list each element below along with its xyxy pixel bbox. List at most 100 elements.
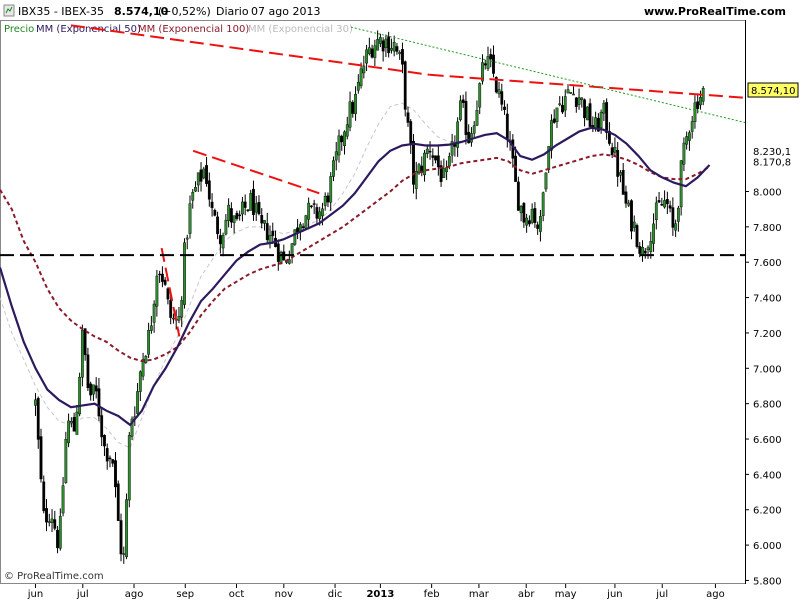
candle-body bbox=[574, 97, 578, 107]
candle-body bbox=[594, 117, 598, 129]
x-axis: jun jul ago sep oct nov dic 2013 feb mar abr may jun… bbox=[27, 584, 725, 600]
candle-body bbox=[373, 45, 377, 58]
candle-body bbox=[635, 225, 639, 247]
candle-body bbox=[141, 359, 145, 377]
candle-body bbox=[191, 192, 195, 201]
candle-body bbox=[343, 131, 346, 146]
candle-body bbox=[456, 121, 460, 148]
candle-body bbox=[304, 215, 308, 229]
candle-body bbox=[665, 199, 669, 205]
candle-body bbox=[111, 459, 115, 464]
candle-body bbox=[425, 148, 429, 154]
candle-body bbox=[370, 48, 374, 58]
candle-body bbox=[387, 36, 391, 54]
candle-body bbox=[359, 68, 363, 87]
candle-body bbox=[356, 82, 360, 91]
y-tick-label: 6.000 bbox=[753, 541, 782, 552]
candle-body bbox=[483, 63, 487, 66]
candles-layer bbox=[34, 30, 705, 564]
x-tick-label: jun bbox=[606, 589, 622, 600]
candle-body bbox=[271, 230, 275, 236]
candle-body bbox=[478, 83, 482, 108]
candle-body bbox=[395, 46, 399, 52]
candle-body bbox=[340, 135, 344, 143]
candle-body bbox=[287, 259, 291, 264]
candle-body bbox=[89, 383, 93, 396]
candle-body bbox=[205, 165, 208, 185]
y-tick-label: 6.200 bbox=[753, 506, 782, 517]
header-date: 07 ago 2013 bbox=[251, 5, 320, 18]
header-change: (+0,52%) bbox=[158, 5, 211, 18]
candle-body bbox=[80, 330, 84, 378]
candle-body bbox=[376, 39, 380, 51]
candle-body bbox=[406, 112, 410, 123]
candle-body bbox=[472, 125, 476, 134]
ema50-layer bbox=[0, 126, 711, 427]
candle-body bbox=[439, 165, 443, 183]
candle-body bbox=[500, 91, 504, 105]
candle-body bbox=[649, 241, 653, 253]
candle-body bbox=[152, 303, 156, 323]
candle-body bbox=[58, 516, 62, 549]
candle-body bbox=[621, 170, 625, 195]
candle-body bbox=[321, 208, 324, 217]
candle-body bbox=[83, 328, 87, 356]
candle-body bbox=[307, 202, 311, 220]
candle-body bbox=[196, 172, 200, 186]
chart-icon bbox=[5, 6, 13, 14]
candle-body bbox=[638, 246, 642, 254]
candle-body bbox=[503, 106, 506, 110]
candle-body bbox=[660, 204, 664, 206]
candle-body bbox=[329, 176, 333, 203]
candle-body bbox=[412, 140, 415, 185]
candle-body bbox=[94, 385, 98, 392]
candle-body bbox=[627, 202, 631, 206]
header-price: 8.574,10 bbox=[114, 5, 169, 18]
candle-body bbox=[588, 103, 592, 127]
candle-body bbox=[362, 65, 366, 74]
y-tick-label: 6.600 bbox=[753, 435, 782, 446]
candle-body bbox=[221, 235, 225, 249]
y-tick-label: 7.800 bbox=[753, 223, 782, 234]
candle-body bbox=[47, 521, 51, 523]
candle-body bbox=[514, 155, 517, 182]
candle-body bbox=[558, 103, 562, 106]
candle-body bbox=[290, 243, 294, 257]
candle-body bbox=[232, 215, 236, 224]
candle-body bbox=[180, 300, 184, 318]
candle-body bbox=[166, 288, 170, 300]
candle-body bbox=[312, 203, 316, 205]
candle-body bbox=[348, 101, 352, 128]
candle-body bbox=[194, 187, 197, 192]
site-url[interactable]: www.ProRealTime.com bbox=[644, 5, 786, 18]
candle-body bbox=[596, 117, 600, 132]
candle-body bbox=[34, 399, 37, 406]
candle-body bbox=[105, 448, 109, 462]
legend-price: Precio bbox=[4, 24, 34, 35]
candle-body bbox=[668, 205, 672, 209]
x-tick-label: oct bbox=[229, 589, 245, 600]
y-tick-label: 7.200 bbox=[753, 329, 782, 340]
candle-body bbox=[682, 142, 686, 165]
candle-body bbox=[72, 417, 76, 432]
candle-body bbox=[527, 220, 531, 225]
candle-body bbox=[401, 49, 404, 65]
x-tick-label: 2013 bbox=[366, 589, 394, 600]
candle-body bbox=[127, 435, 131, 501]
candle-body bbox=[652, 223, 655, 244]
candle-body bbox=[354, 93, 357, 114]
candle-body bbox=[108, 457, 112, 460]
candle-body bbox=[224, 219, 228, 235]
candle-body bbox=[229, 208, 233, 223]
candle-body bbox=[149, 325, 153, 331]
candle-body bbox=[332, 160, 335, 177]
x-tick-label: mar bbox=[469, 589, 490, 600]
candle-body bbox=[138, 371, 142, 392]
candle-body bbox=[122, 553, 126, 555]
header: IBX35 - IBEX-35 8.574,10 (+0,52%) Diario… bbox=[3, 4, 786, 18]
price-labels: 8.574,10 8.230,18.170,8 bbox=[747, 82, 799, 168]
candle-body bbox=[384, 38, 388, 48]
candle-body bbox=[254, 203, 258, 213]
candle-body bbox=[610, 147, 614, 156]
candle-body bbox=[654, 202, 658, 221]
